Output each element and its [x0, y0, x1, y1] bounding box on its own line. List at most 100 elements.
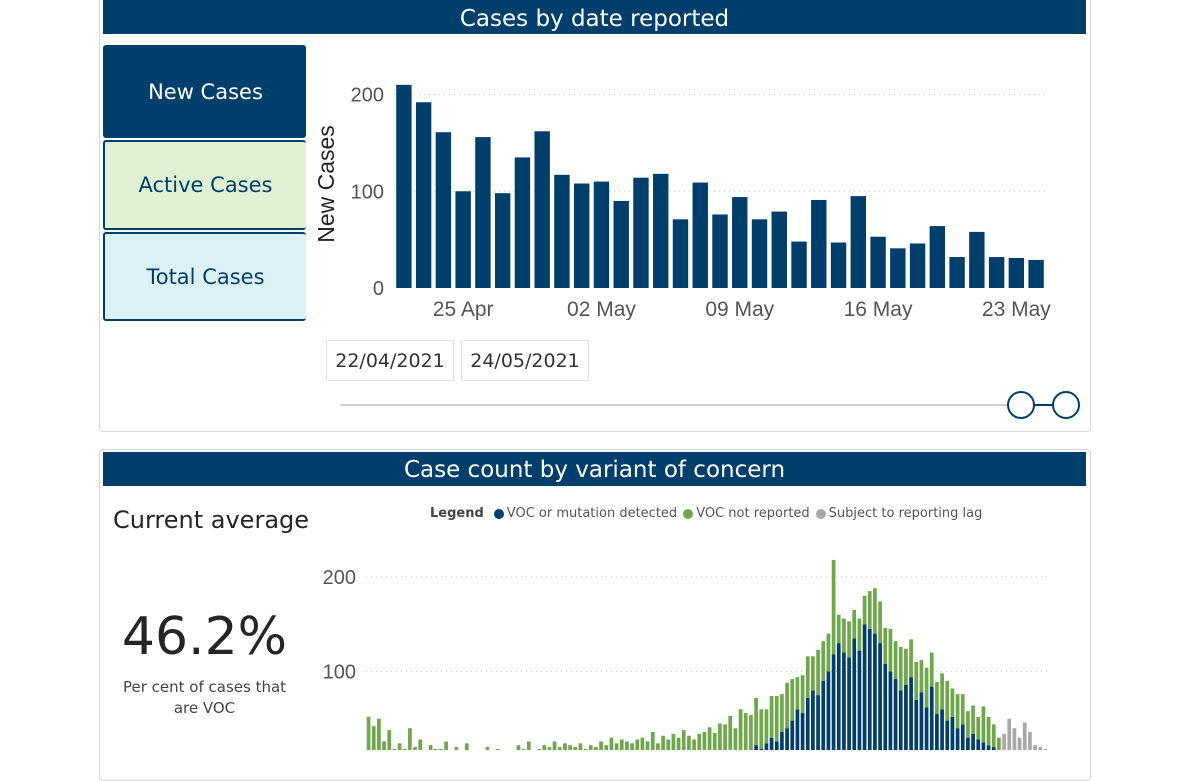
- bar-segment: [862, 595, 867, 625]
- bar-segment: [392, 748, 397, 750]
- bar-segment: [552, 741, 557, 750]
- bar-segment: [857, 618, 862, 651]
- bar-segment: [976, 739, 981, 750]
- bar-segment: [759, 709, 764, 749]
- bar: [554, 174, 570, 288]
- bar-segment: [671, 733, 676, 750]
- bar-segment: [878, 643, 882, 750]
- bar-segment: [966, 711, 970, 738]
- bar-segment: [904, 648, 908, 685]
- bar: [475, 137, 491, 288]
- bar-segment: [712, 732, 717, 750]
- bar-segment: [1022, 722, 1027, 750]
- bar-segment: [893, 641, 898, 680]
- bar-segment: [1028, 731, 1032, 750]
- bar-segment: [935, 714, 939, 750]
- bar-segment: [914, 699, 919, 750]
- bar-segment: [645, 741, 650, 750]
- bar-segment: [919, 660, 924, 693]
- bar-segment: [852, 610, 857, 639]
- bar: [514, 157, 531, 288]
- bar-segment: [661, 735, 665, 750]
- y-tick-label: 100: [351, 181, 384, 203]
- y-tick-label: 100: [323, 661, 356, 683]
- bar: [1008, 258, 1025, 288]
- caption-line-2: are VOC: [173, 699, 236, 717]
- bar-segment: [774, 696, 779, 742]
- bar-segment: [929, 652, 934, 687]
- bar: [811, 199, 827, 288]
- bar-segment: [542, 745, 547, 750]
- caption-line-1: Per cent of cases that: [122, 678, 287, 696]
- total-cases-button[interactable]: Total Cases: [103, 232, 306, 321]
- new-cases-label: New Cases: [148, 79, 263, 104]
- bar-segment: [842, 652, 846, 750]
- bar-segment: [656, 743, 660, 750]
- bar-segment: [599, 741, 603, 750]
- bar-segment: [940, 709, 944, 750]
- bar-segment: [728, 715, 733, 750]
- slider-end-handle[interactable]: [1052, 391, 1080, 419]
- legend-item-lag[interactable]: Subject to reporting lag: [815, 506, 982, 521]
- legend-dot-icon: [815, 508, 826, 519]
- bar-segment: [1007, 718, 1012, 750]
- date-start-input[interactable]: 22/04/2021: [326, 340, 454, 381]
- bar-segment: [966, 737, 970, 750]
- bar: [573, 183, 590, 288]
- bar-segment: [681, 730, 686, 750]
- variant-stacked-bar-chart: 100 200: [323, 559, 1048, 750]
- bar-segment: [831, 654, 836, 750]
- bar-segment: [759, 748, 764, 750]
- bar-segment: [991, 747, 996, 750]
- legend-item-not-reported[interactable]: VOC not reported: [683, 506, 810, 521]
- bar-segment: [371, 726, 376, 750]
- bar: [791, 241, 807, 288]
- bar: [771, 211, 787, 288]
- bar-segment: [991, 724, 996, 748]
- y-tick-label: 200: [351, 85, 384, 107]
- bar-segment: [816, 649, 820, 696]
- bar-segment: [873, 633, 877, 750]
- bar-segment: [557, 747, 562, 750]
- active-cases-button[interactable]: Active Cases: [103, 140, 306, 230]
- bar-segment: [604, 745, 609, 750]
- bar-segment: [971, 705, 975, 734]
- legend: Legend VOC or mutation detected VOC not …: [430, 506, 982, 521]
- bar-segment: [547, 747, 552, 750]
- bar-segment: [950, 688, 955, 717]
- legend-label: VOC or mutation detected: [506, 506, 678, 521]
- bar-segment: [697, 733, 702, 750]
- y-axis-label: New Cases: [313, 125, 339, 243]
- bar-segment: [873, 588, 877, 634]
- legend-item-voc[interactable]: VOC or mutation detected: [493, 506, 678, 521]
- bar-segment: [1033, 745, 1037, 750]
- bar: [1028, 259, 1044, 288]
- bar: [890, 248, 906, 288]
- bar-segment: [692, 739, 696, 750]
- legend-dot-icon: [683, 508, 694, 519]
- bar-segment: [986, 745, 991, 750]
- date-range-slider[interactable]: [340, 404, 1040, 406]
- slider-start-handle[interactable]: [1007, 391, 1035, 419]
- bar: [672, 219, 689, 288]
- bar-segment: [743, 713, 748, 750]
- bar-segment: [929, 686, 934, 750]
- bar-segment: [418, 739, 423, 750]
- bar-segment: [826, 633, 831, 672]
- bar-segment: [981, 706, 986, 743]
- bar-segment: [495, 748, 500, 750]
- bar-segment: [935, 681, 939, 714]
- bar-segment: [924, 667, 929, 708]
- bar: [949, 257, 965, 288]
- date-end-input[interactable]: 24/05/2021: [461, 340, 589, 381]
- bar-segment: [563, 743, 567, 750]
- bar: [534, 131, 550, 288]
- bar-segment: [904, 684, 908, 750]
- bar-segment: [976, 716, 981, 740]
- bar-segment: [578, 743, 583, 750]
- bar-segment: [377, 718, 381, 750]
- bar-segment: [795, 677, 800, 710]
- new-cases-button[interactable]: New Cases: [103, 45, 306, 138]
- bar: [830, 242, 847, 288]
- bar-segment: [955, 694, 960, 729]
